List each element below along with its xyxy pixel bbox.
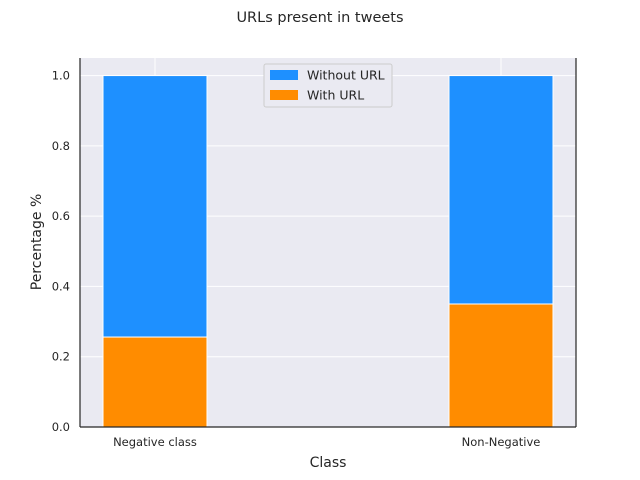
legend-label: With URL	[307, 88, 364, 103]
y-tick-label: 0.8	[52, 139, 70, 153]
y-axis-label: Percentage %	[29, 194, 45, 291]
bar-without-url-0	[102, 75, 208, 338]
x-axis-label: Class	[310, 455, 347, 471]
bar-without-url-1	[448, 75, 554, 305]
legend: Without URL With URL	[263, 63, 393, 108]
x-tick-label: Negative class	[113, 435, 197, 449]
y-tick-label: 0.2	[52, 350, 70, 364]
bar-with-url-1	[448, 303, 554, 428]
bar-with-url-0	[102, 336, 208, 428]
x-tick-label: Non-Negative	[462, 435, 541, 449]
y-tick-label: 0.0	[52, 420, 70, 434]
legend-swatch	[270, 90, 298, 100]
y-tick-label: 0.6	[52, 209, 70, 223]
y-tick-label: 0.4	[52, 279, 70, 293]
legend-label: Without URL	[307, 68, 385, 83]
chart-title: URLs present in tweets	[236, 10, 403, 26]
legend-swatch	[270, 70, 298, 80]
y-tick-label: 1.0	[52, 69, 70, 83]
